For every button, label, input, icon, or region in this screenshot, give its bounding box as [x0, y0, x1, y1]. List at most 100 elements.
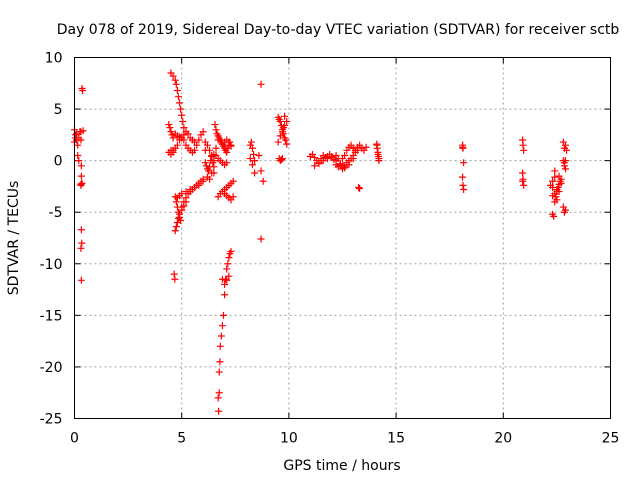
data-point — [277, 156, 285, 164]
data-point — [165, 121, 173, 129]
data-point — [247, 138, 255, 146]
data-point — [280, 124, 288, 132]
data-point — [283, 140, 291, 148]
data-point — [170, 270, 178, 278]
data-point — [206, 146, 214, 154]
data-point — [257, 235, 265, 243]
data-point — [259, 177, 267, 185]
data-point — [218, 322, 226, 330]
data-point — [201, 159, 209, 167]
data-point — [171, 227, 179, 235]
data-point — [172, 80, 180, 88]
data-point — [166, 124, 174, 132]
data-point — [345, 161, 353, 169]
data-point — [555, 172, 563, 180]
data-point — [520, 146, 528, 154]
data-point — [459, 173, 467, 181]
y-tick-label: 10 — [45, 51, 63, 67]
data-point — [281, 112, 289, 120]
data-point — [186, 186, 194, 194]
data-point — [77, 172, 85, 180]
x-tick-label: 25 — [602, 431, 620, 447]
data-point — [274, 138, 282, 146]
data-point — [276, 117, 284, 125]
data-point — [214, 136, 222, 144]
data-point — [212, 144, 220, 152]
y-tick-label: -15 — [40, 308, 63, 324]
data-point — [79, 127, 87, 135]
data-point — [79, 87, 87, 95]
data-point — [332, 151, 340, 159]
data-point — [176, 210, 184, 218]
data-point — [177, 105, 185, 113]
data-point — [460, 186, 468, 194]
data-point — [276, 132, 284, 140]
data-point — [216, 358, 224, 366]
data-point — [339, 162, 346, 170]
chart-title: Day 078 of 2019, Sidereal Day-to-day VTE… — [57, 22, 620, 38]
data-point — [182, 198, 190, 206]
data-point — [356, 184, 364, 192]
data-point — [172, 198, 180, 206]
data-point — [199, 128, 207, 136]
data-point — [77, 180, 85, 188]
data-point — [283, 117, 291, 125]
y-axis-label: SDTVAR / TECUs — [6, 181, 22, 296]
data-point — [174, 214, 182, 222]
data-point — [168, 131, 176, 139]
data-point — [173, 219, 181, 227]
data-point — [206, 175, 214, 183]
data-point — [218, 275, 226, 283]
data-point — [248, 144, 256, 152]
data-point — [519, 177, 527, 185]
data-point — [215, 389, 223, 397]
data-point — [176, 99, 184, 107]
data-point — [178, 206, 186, 214]
data-point — [375, 155, 383, 163]
y-tick-label: -25 — [40, 412, 63, 428]
data-point — [229, 193, 237, 201]
data-point — [223, 265, 231, 273]
data-point — [180, 202, 188, 210]
data-point — [561, 141, 569, 149]
data-point — [210, 157, 218, 165]
x-tick-label: 5 — [177, 431, 186, 447]
data-point — [520, 181, 528, 189]
data-point — [182, 188, 190, 196]
data-point — [549, 192, 557, 200]
data-point — [195, 181, 203, 189]
data-point — [323, 155, 331, 163]
data-point — [374, 150, 382, 158]
data-point — [223, 159, 231, 167]
data-point — [246, 155, 254, 163]
y-tick-label: 0 — [54, 154, 63, 170]
data-point — [223, 148, 231, 156]
data-point — [221, 291, 229, 299]
data-point — [212, 126, 220, 134]
data-point — [216, 342, 224, 350]
data-point — [202, 162, 210, 170]
data-point — [74, 141, 82, 149]
data-point — [519, 169, 527, 177]
data-point — [169, 134, 177, 142]
data-point — [193, 141, 201, 149]
x-tick-labels: 0 5 10 15 20 25 — [70, 431, 619, 447]
data-point — [257, 167, 265, 175]
data-point — [178, 111, 186, 119]
data-point — [557, 179, 565, 187]
data-point — [553, 186, 561, 194]
data-point — [220, 311, 228, 319]
data-point — [278, 128, 286, 136]
data-points — [71, 69, 571, 415]
data-point — [74, 151, 82, 159]
data-point — [519, 141, 527, 149]
x-tick-label: 10 — [280, 431, 298, 447]
data-point — [561, 206, 569, 214]
data-point — [282, 136, 290, 144]
data-point — [178, 190, 186, 198]
data-point — [174, 93, 182, 101]
plot-frame — [74, 57, 611, 419]
data-point — [460, 159, 468, 167]
data-point — [171, 76, 179, 84]
data-point — [184, 130, 192, 138]
